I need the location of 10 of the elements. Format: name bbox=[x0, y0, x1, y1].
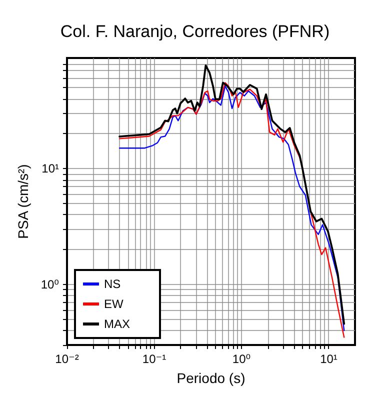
chart-title: Col. F. Naranjo, Corredores (PFNR) bbox=[60, 22, 330, 41]
y-axis-title: PSA (cm/s²) bbox=[14, 164, 31, 239]
x-tick-label: 10⁻² bbox=[55, 352, 79, 366]
legend-label: EW bbox=[104, 297, 124, 311]
x-axis-title: Periodo (s) bbox=[176, 370, 246, 386]
x-tick-label: 10¹ bbox=[320, 352, 338, 366]
x-tick-label: 10⁰ bbox=[232, 352, 251, 366]
legend-label: MAX bbox=[104, 317, 130, 331]
legend-label: NS bbox=[104, 277, 121, 291]
x-tick-label: 10⁻¹ bbox=[142, 352, 166, 366]
